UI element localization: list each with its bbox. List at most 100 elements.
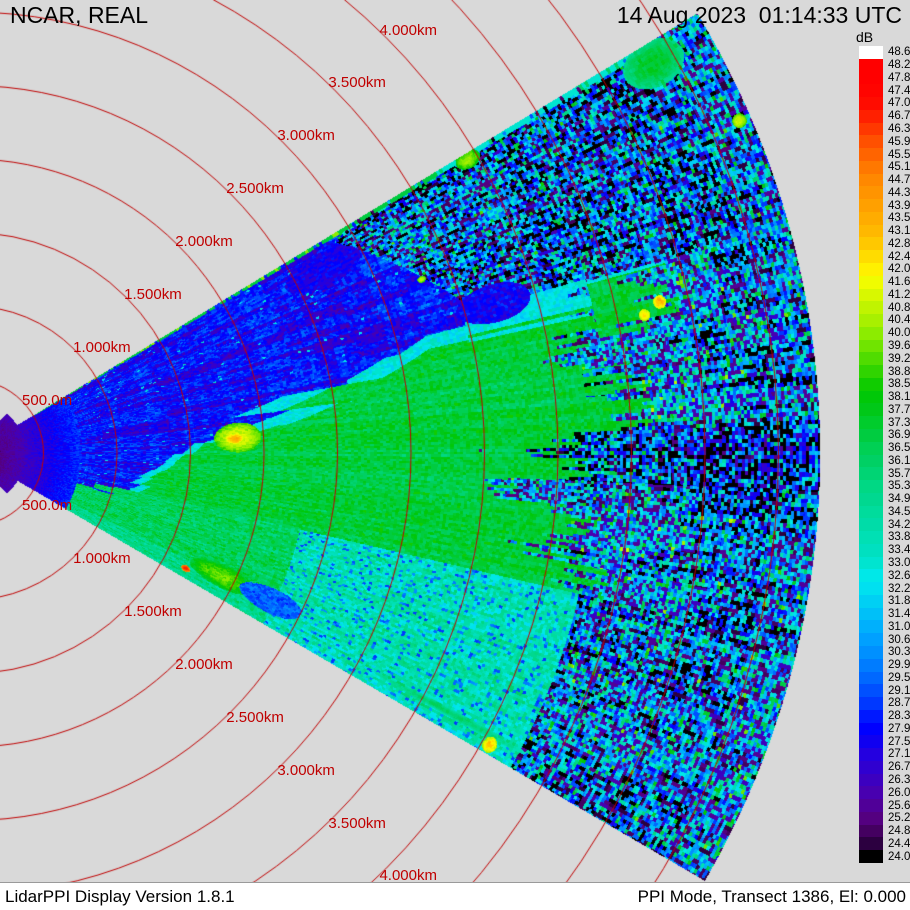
colorbar-tick-label: 39.2	[888, 352, 910, 365]
colorbar-segment	[859, 122, 883, 136]
range-ring-label: 2.500km	[226, 708, 284, 726]
colorbar-segment	[859, 275, 883, 289]
colorbar-tick-label: 42.4	[888, 250, 910, 263]
colorbar-tick-label: 43.9	[888, 199, 910, 212]
colorbar-segment	[859, 582, 883, 595]
colorbar-tick-label: 44.7	[888, 174, 910, 187]
colorbar-segment	[859, 658, 883, 672]
colorbar-tick-label: 29.1	[888, 684, 910, 697]
timestamp: 14 Aug 2023 01:14:33 UTC	[616, 2, 902, 28]
colorbar-segment	[859, 441, 883, 455]
site-label: NCAR, REAL	[10, 2, 149, 28]
colorbar-tick-label: 36.1	[888, 454, 910, 467]
colorbar-tick-label: 24.4	[888, 837, 910, 850]
colorbar-segment	[859, 760, 883, 774]
colorbar-tick-label: 43.5	[888, 212, 910, 225]
colorbar-tick-label: 35.3	[888, 480, 910, 493]
status-mode: PPI Mode, Transect 1386, El: 0.000	[637, 887, 906, 906]
colorbar-segment	[859, 263, 883, 276]
colorbar-tick-label: 37.3	[888, 416, 910, 429]
colorbar-segment	[859, 748, 883, 761]
range-ring-label: 1.000km	[73, 550, 131, 568]
colorbar-segment	[859, 633, 883, 646]
colorbar-tick-label: 41.2	[888, 288, 910, 301]
colorbar-tick-label: 33.0	[888, 557, 910, 569]
colorbar-tick-label: 45.9	[888, 135, 910, 148]
colorbar-tick-label: 43.1	[888, 225, 910, 238]
colorbar-tick-label: 32.6	[888, 569, 910, 582]
colorbar-segment	[859, 709, 883, 723]
colorbar-tick-label: 26.3	[888, 774, 910, 787]
status-bar: LidarPPI Display Version 1.8.1 PPI Mode,…	[0, 882, 910, 910]
range-ring-label: 500.0m	[22, 391, 73, 409]
colorbar-segment	[859, 492, 883, 506]
colorbar-segment	[859, 390, 883, 404]
colorbar-segment	[859, 58, 883, 72]
colorbar-segment	[859, 505, 883, 519]
colorbar-segment	[859, 326, 883, 340]
range-ring-label: 500.0m	[22, 497, 73, 515]
colorbar-segment	[859, 811, 883, 825]
colorbar-tick-label: 48.2	[888, 59, 910, 72]
colorbar-segment	[859, 109, 883, 123]
colorbar-tick-label: 36.9	[888, 429, 910, 442]
colorbar-tick-label: 34.2	[888, 518, 910, 531]
colorbar-segment	[859, 46, 883, 59]
colorbar-segment	[859, 352, 883, 366]
colorbar-segment	[859, 645, 883, 659]
colorbar-tick-label: 32.2	[888, 582, 910, 595]
colorbar-tick-label: 47.0	[888, 97, 910, 110]
colorbar-tick-label: 40.8	[888, 301, 910, 314]
colorbar-segment	[859, 569, 883, 583]
colorbar-tick-label: 45.1	[888, 161, 910, 174]
colorbar-segment	[859, 301, 883, 315]
colorbar-segment	[859, 135, 883, 149]
range-ring-label: 2.500km	[226, 180, 284, 198]
colorbar-segment	[859, 314, 883, 327]
colorbar-tick-label: 25.2	[888, 812, 910, 825]
colorbar-segment	[859, 607, 883, 621]
colorbar-segment	[859, 339, 883, 353]
range-ring-label: 1.500km	[124, 285, 182, 303]
colorbar-tick-label: 34.5	[888, 505, 910, 518]
range-ring-label: 2.000km	[175, 233, 233, 250]
colorbar-segment	[859, 837, 883, 851]
colorbar-tick-label: 37.7	[888, 403, 910, 416]
range-ring-label: 4.000km	[379, 867, 437, 885]
colorbar-tick-label: 28.3	[888, 710, 910, 723]
colorbar-tick-label: 41.6	[888, 276, 910, 289]
range-ring-label: 4.000km	[379, 21, 437, 39]
colorbar-segment	[859, 480, 883, 493]
colorbar-segment	[859, 377, 883, 391]
colorbar-segment	[859, 684, 883, 698]
colorbar-segment	[859, 671, 883, 685]
colorbar-segment	[859, 173, 883, 187]
colorbar-tick-label: 25.6	[888, 799, 910, 812]
colorbar-segment	[859, 199, 883, 212]
colorbar-segment	[859, 786, 883, 800]
colorbar-tick-label: 47.8	[888, 71, 910, 84]
colorbar-tick-label: 48.6	[888, 46, 910, 59]
colorbar-tick-label: 46.7	[888, 110, 910, 123]
colorbar-tick-label: 24.8	[888, 825, 910, 838]
colorbar-segment	[859, 97, 883, 110]
status-version: LidarPPI Display Version 1.8.1	[5, 887, 235, 906]
colorbar-tick-label: 26.0	[888, 786, 910, 799]
colorbar-tick-label: 26.7	[888, 761, 910, 774]
colorbar-tick-label: 42.8	[888, 237, 910, 250]
colorbar-tick-label: 31.0	[888, 620, 910, 633]
colorbar-segment	[859, 454, 883, 468]
range-ring-label: 3.000km	[277, 761, 335, 779]
colorbar-tick-label: 30.6	[888, 633, 910, 646]
colorbar-segment	[859, 416, 883, 429]
colorbar-segment	[859, 160, 883, 174]
colorbar-segment	[859, 722, 883, 736]
range-ring-label: 2.000km	[175, 655, 233, 673]
colorbar-segment	[859, 365, 883, 378]
colorbar-segment	[859, 518, 883, 532]
colorbar-tick-label: 38.1	[888, 391, 910, 404]
colorbar-tick-label: 27.1	[888, 748, 910, 761]
colorbar-segment	[859, 186, 883, 200]
colorbar-tick-label: 44.3	[888, 186, 910, 199]
